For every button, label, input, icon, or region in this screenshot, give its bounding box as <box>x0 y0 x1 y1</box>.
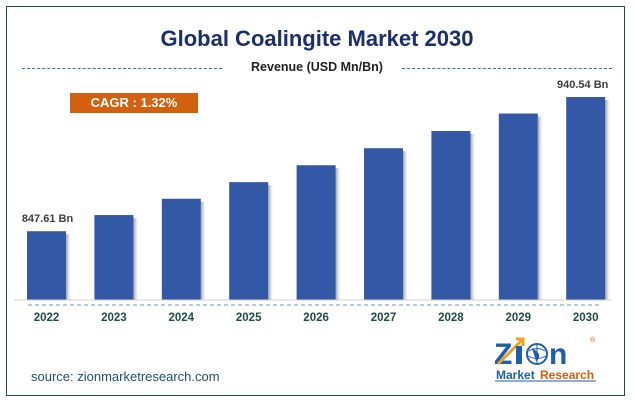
bar-shadow <box>335 168 341 300</box>
x-tick-label: 2030 <box>573 312 599 324</box>
x-tick-label: 2028 <box>438 312 464 324</box>
bar-shadow <box>268 185 274 300</box>
bar-2029 <box>498 113 538 300</box>
x-tick-label: 2026 <box>303 312 329 324</box>
logo-n: n <box>549 338 567 371</box>
zion-logo: Z n ® Market Research <box>494 336 596 382</box>
x-tick-label: 2029 <box>506 312 532 324</box>
bar-shadow <box>537 116 543 300</box>
bar-2027 <box>364 148 403 300</box>
logo-market: Market <box>496 368 535 382</box>
bar-2030 <box>566 97 606 300</box>
chart-subtitle: Revenue (USD Mn/Bn) <box>251 60 383 74</box>
subtitle-row: Revenue (USD Mn/Bn) <box>22 60 612 76</box>
bar-2024 <box>161 198 201 300</box>
data-label: 940.54 Bn <box>557 79 609 91</box>
bar-2028 <box>431 131 471 300</box>
x-tick-label: 2022 <box>34 312 60 324</box>
bar-shadow <box>470 134 476 300</box>
bar-2022 <box>27 231 66 300</box>
bar-shadow <box>403 151 408 300</box>
cagr-badge: CAGR : 1.32% <box>70 93 198 113</box>
logo-registered: ® <box>590 336 596 344</box>
bar-shadow <box>200 201 206 300</box>
bar-shadow <box>133 218 139 300</box>
bar-2025 <box>229 182 269 300</box>
bar-2026 <box>296 165 336 300</box>
x-tick-label: 2024 <box>169 312 195 324</box>
bar-shadow <box>66 234 71 300</box>
data-label: 847.61 Bn <box>22 213 74 225</box>
logo-i <box>516 346 522 364</box>
chart-title: Global Coalingite Market 2030 <box>160 26 474 51</box>
bar-2023 <box>94 215 134 300</box>
logo-arrow-icon <box>496 337 525 366</box>
source-credit: source: zionmarketresearch.com <box>31 369 220 384</box>
subtitle-divider-right <box>402 68 612 69</box>
x-tick-label: 2023 <box>101 312 127 324</box>
logo-research: Research <box>540 368 594 382</box>
bar-shadow <box>605 100 611 300</box>
x-tick-label: 2025 <box>236 312 262 324</box>
x-tick-label: 2027 <box>371 312 397 324</box>
subtitle-divider-left <box>22 68 222 69</box>
